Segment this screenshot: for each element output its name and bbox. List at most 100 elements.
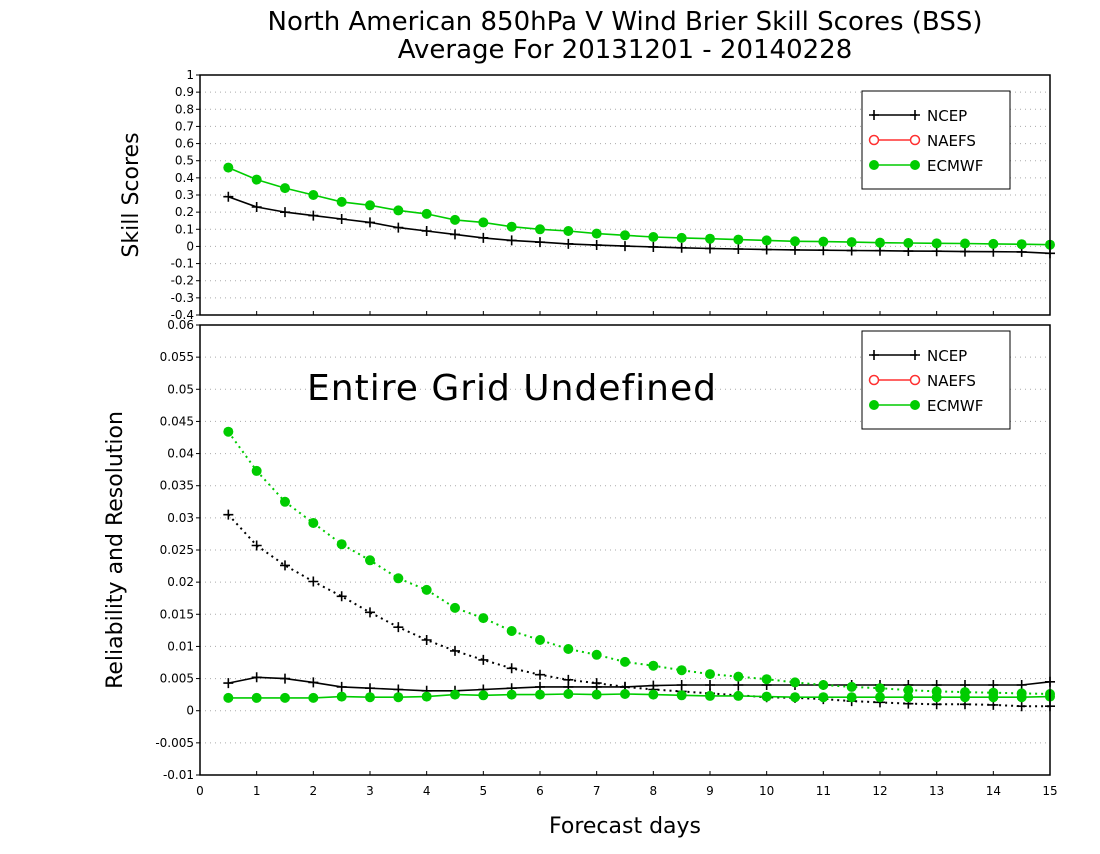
relres-point-ncep-reliability xyxy=(365,683,375,694)
xtick-label: 8 xyxy=(650,784,658,798)
skill-ytick-label: 0.6 xyxy=(175,137,194,151)
skill-point-ecmwf xyxy=(790,236,800,247)
relres-point-ecmwf-resolution xyxy=(421,584,432,595)
skill-ytick-label: 0.8 xyxy=(175,102,194,116)
skill-point-ncep xyxy=(223,191,234,202)
relres-point-ncep-resolution xyxy=(251,540,262,551)
relres-ytick-label: 0.035 xyxy=(160,479,194,493)
skill-point-ncep xyxy=(535,237,545,248)
skill-point-ecmwf xyxy=(365,200,375,211)
skill-point-ecmwf xyxy=(280,183,290,194)
relres-point-ecmwf-resolution xyxy=(988,687,999,698)
skill-ytick-label: 0.5 xyxy=(175,154,194,168)
relres-point-ecmwf-reliability xyxy=(478,690,489,701)
skill-ytick-label: 0.3 xyxy=(175,188,194,202)
relres-point-ecmwf-reliability xyxy=(818,692,829,703)
chart-title-line1: North American 850hPa V Wind Brier Skill… xyxy=(268,7,983,37)
xtick-label: 10 xyxy=(759,784,774,798)
skill-point-ecmwf xyxy=(506,221,517,232)
relres-point-ecmwf-resolution xyxy=(563,644,574,654)
relres-point-ncep-resolution xyxy=(280,560,290,571)
skill-point-ecmwf xyxy=(421,208,432,219)
skill-point-ecmwf xyxy=(931,238,942,249)
relres-legend-marker-naefs xyxy=(868,374,880,386)
relres-legend-marker-ecmwf xyxy=(910,400,920,410)
relres-legend-marker-ncep xyxy=(910,350,920,360)
relres-point-ncep-reliability xyxy=(705,680,715,690)
skill-point-ncep xyxy=(846,245,857,256)
skill-point-ncep xyxy=(450,229,460,240)
relres-point-ecmwf-reliability xyxy=(393,692,404,703)
relres-point-ecmwf-reliability xyxy=(251,692,262,703)
relres-point-ecmwf-reliability xyxy=(705,690,715,701)
relres-point-ecmwf-resolution xyxy=(280,496,290,507)
skill-legend-label-ecmwf: ECMWF xyxy=(927,157,983,175)
skill-point-ecmwf xyxy=(393,205,404,216)
skill-point-ecmwf xyxy=(450,214,460,225)
relres-point-ncep-resolution xyxy=(365,607,375,618)
skill-plot-frame xyxy=(199,74,1051,316)
relres-legend-marker-ncep xyxy=(869,350,879,360)
relres-point-ncep-resolution xyxy=(450,645,460,656)
relres-point-ecmwf-resolution xyxy=(365,555,375,566)
skill-point-ncep xyxy=(705,243,715,254)
skill-point-ecmwf xyxy=(478,217,489,228)
relres-point-ncep-reliability xyxy=(308,677,319,688)
skill-point-ecmwf xyxy=(903,238,914,248)
skill-point-ncep xyxy=(818,245,829,256)
chart-title-line2: Average For 20131201 - 20140228 xyxy=(398,35,853,65)
relres-point-ncep-reliability xyxy=(336,681,347,692)
relres-point-ecmwf-resolution xyxy=(875,683,885,694)
relres-point-ecmwf-resolution xyxy=(478,613,489,624)
top-panel-skill-scores: -0.4 -0.3 -0.2 -0.1 0 0.1 0.2 0.3 0.4 0.5 0.6 0.7 0.… xyxy=(119,68,1055,322)
skill-point-ecmwf xyxy=(705,233,715,244)
skill-point-ecmwf xyxy=(988,238,999,249)
x-axis-label: Forecast days xyxy=(549,814,701,839)
relres-point-ecmwf-reliability xyxy=(336,691,347,702)
skill-point-ecmwf xyxy=(563,226,574,236)
relres-point-ecmwf-reliability xyxy=(620,689,630,699)
relres-point-ecmwf-reliability xyxy=(421,691,432,702)
relres-point-ecmwf-resolution xyxy=(818,680,829,690)
relres-point-ncep-reliability xyxy=(280,673,290,684)
skill-ytick-label: 1 xyxy=(186,68,194,82)
relres-point-ncep-resolution xyxy=(478,654,489,665)
skill-point-ecmwf xyxy=(1016,239,1027,250)
xtick-label: 2 xyxy=(310,784,318,798)
relres-point-ecmwf-reliability xyxy=(903,692,914,703)
skill-ytick-label: 0 xyxy=(186,239,194,253)
relres-point-ncep-reliability xyxy=(223,678,234,689)
skill-point-ncep xyxy=(733,244,744,254)
skill-y-axis-label: Skill Scores xyxy=(119,132,144,257)
xtick-label: 6 xyxy=(536,784,544,798)
xtick-label: 9 xyxy=(706,784,714,798)
relres-point-ecmwf-reliability xyxy=(308,692,319,703)
relres-legend-label-ecmwf: ECMWF xyxy=(927,397,983,415)
relres-point-ecmwf-resolution xyxy=(308,518,319,528)
skill-ytick-label: -0.3 xyxy=(171,291,194,305)
relres-point-ecmwf-resolution xyxy=(506,626,517,636)
relres-point-ecmwf-resolution xyxy=(648,660,659,671)
relres-point-ecmwf-resolution xyxy=(733,671,744,682)
relres-ytick-label: 0.015 xyxy=(160,607,194,621)
skill-point-ncep xyxy=(563,238,574,249)
relres-point-ecmwf-resolution xyxy=(931,686,942,697)
relres-ytick-label: -0.005 xyxy=(155,736,194,750)
skill-point-ncep xyxy=(421,226,432,236)
relres-point-ecmwf-resolution xyxy=(393,573,404,584)
skill-point-ecmwf xyxy=(620,230,630,241)
relres-point-ncep-resolution xyxy=(336,591,347,602)
xtick-label: 4 xyxy=(423,784,431,798)
relres-point-ecmwf-resolution xyxy=(620,656,630,667)
relres-plot-frame xyxy=(199,324,1051,776)
relres-point-ecmwf-reliability xyxy=(506,689,517,700)
skill-legend-label-ncep: NCEP xyxy=(927,107,967,125)
relres-point-ncep-reliability xyxy=(733,680,744,690)
relres-ytick-label: 0 xyxy=(186,704,194,718)
relres-point-ecmwf-resolution xyxy=(761,674,772,685)
xtick-label: 0 xyxy=(196,784,204,798)
relres-point-ecmwf-reliability xyxy=(280,692,290,703)
skill-point-ncep xyxy=(280,207,290,218)
skill-point-ncep xyxy=(761,244,772,255)
